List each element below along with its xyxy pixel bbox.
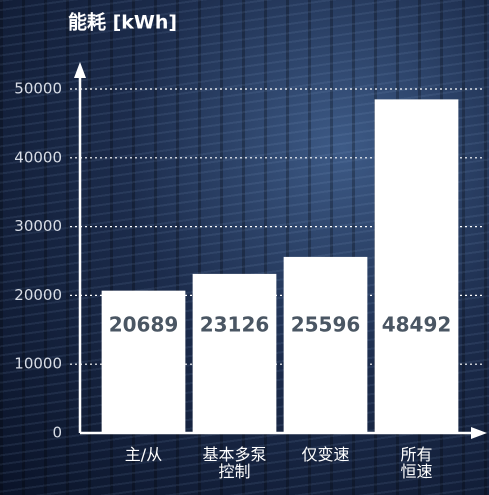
x-tick-label: 主/从	[124, 445, 163, 464]
data-label: 48492	[382, 313, 452, 337]
bar	[192, 273, 277, 433]
y-tick-label: 40000	[14, 148, 62, 166]
bar	[101, 290, 186, 433]
data-label: 25596	[291, 313, 361, 337]
y-tick-label: 20000	[14, 286, 62, 304]
x-tick-label: 基本多泵 控制	[202, 445, 267, 481]
y-tick-label: 30000	[14, 217, 62, 235]
bar	[283, 256, 368, 433]
chart-title: 能耗 [kWh]	[68, 11, 177, 34]
data-label: 20689	[109, 313, 179, 337]
y-tick-label: 10000	[14, 355, 62, 373]
y-tick-label: 0	[52, 424, 62, 442]
y-tick-label: 50000	[14, 80, 62, 98]
x-tick-label: 仅变速	[301, 445, 350, 464]
bar	[374, 99, 459, 434]
y-axis-arrow	[74, 62, 86, 78]
data-label: 23126	[200, 313, 270, 337]
x-tick-label: 所有 恒速	[400, 445, 433, 481]
x-axis-arrow	[471, 427, 487, 439]
